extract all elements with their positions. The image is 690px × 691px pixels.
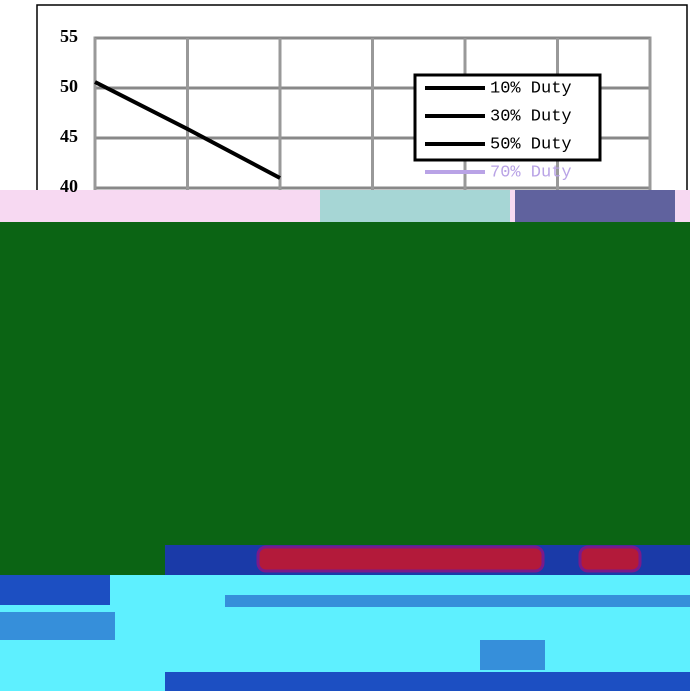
legend-label: 70% Duty — [490, 163, 572, 182]
series-lines — [94, 80, 281, 180]
series-line — [94, 80, 281, 180]
legend-label: 10% Duty — [490, 79, 572, 98]
legend-label: 50% Duty — [490, 135, 572, 154]
y-tick-label: 40 — [60, 176, 78, 196]
glitch-band — [320, 190, 510, 222]
glitch-area — [225, 595, 690, 607]
glitch-beads — [256, 545, 545, 573]
y-tick-label: 45 — [60, 126, 78, 146]
glitch-area — [480, 640, 545, 670]
glitch-area — [0, 612, 115, 640]
legend-label: 30% Duty — [490, 107, 572, 126]
y-tick-label: 55 — [60, 26, 78, 46]
glitch-band — [515, 190, 675, 222]
y-tick-label: 50 — [60, 76, 78, 96]
glitch-beads — [578, 545, 642, 573]
corruption — [0, 190, 690, 691]
glitch-block — [0, 222, 690, 575]
glitch-area — [165, 672, 690, 691]
glitch-area — [0, 575, 110, 605]
legend: 10% Duty 30% Duty 50% Duty 70% Duty — [413, 73, 602, 182]
